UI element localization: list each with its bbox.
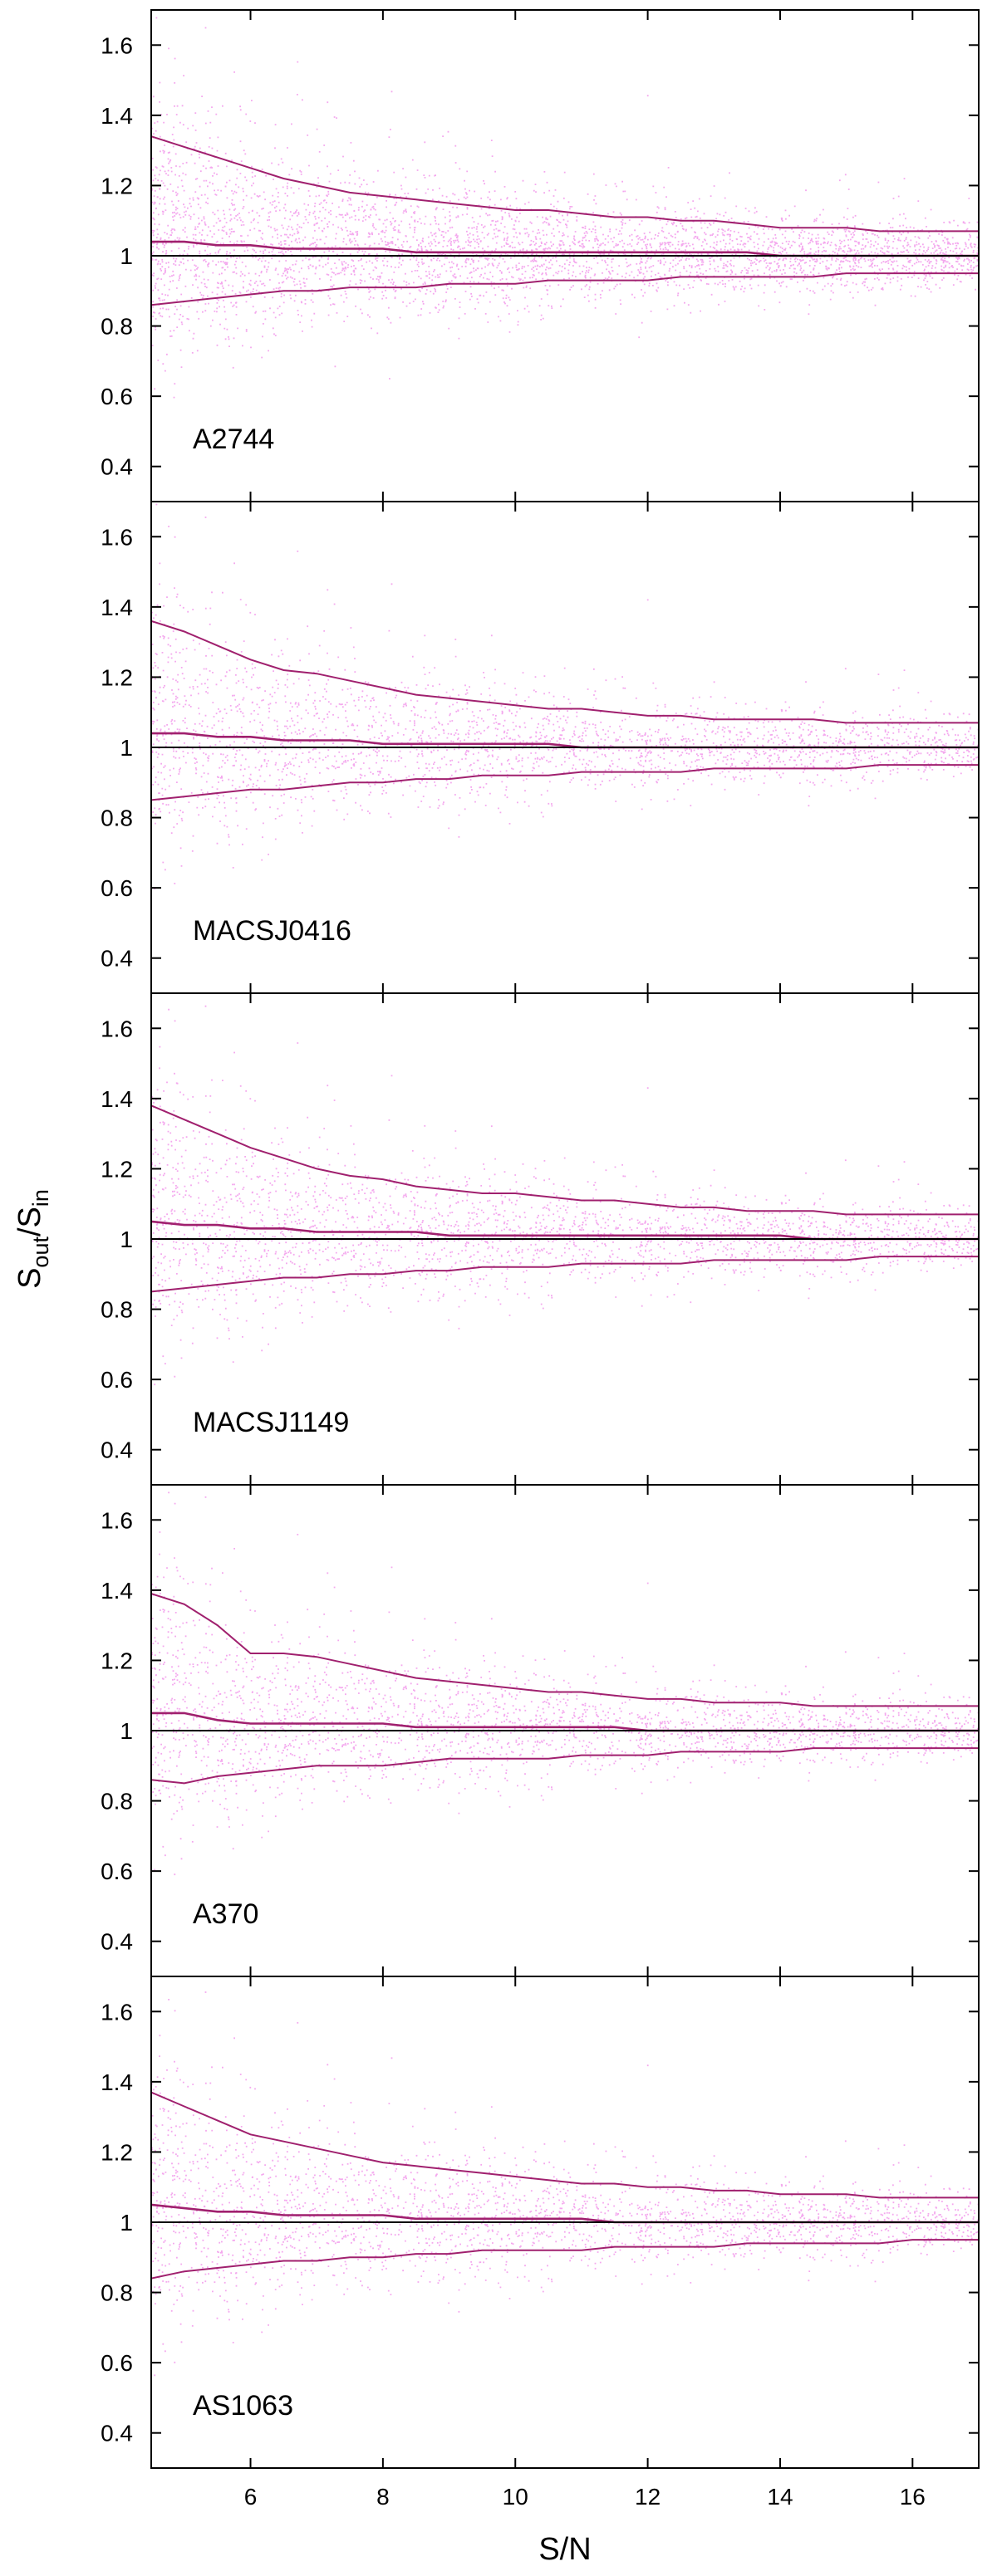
panel-label-a2744: A2744 [193, 424, 274, 455]
y-axis-title-s2: S [12, 1207, 47, 1227]
y-tick-label: 0.4 [101, 1929, 133, 1955]
curve-upper-as1063 [151, 2091, 979, 2199]
scatter-points [151, 17, 979, 2377]
y-tick-label: 0.8 [101, 806, 133, 831]
y-tick-label: 1 [120, 735, 133, 761]
y-axis-title-sub-in: in [28, 1189, 53, 1207]
y-tick-label: 0.4 [101, 1437, 133, 1463]
y-axis-title-slash: / [12, 1227, 47, 1237]
y-tick-label: 0.6 [101, 384, 133, 409]
x-tick-label: 10 [503, 2484, 528, 2510]
x-axis-title: S/N [538, 2532, 591, 2567]
curve-median-as1063 [151, 2203, 979, 2224]
y-tick-label: 1 [120, 243, 133, 269]
curve-median-a2744 [151, 240, 979, 257]
curve-lower-macsj1149 [151, 1256, 979, 1293]
x-tick-label: 12 [635, 2484, 661, 2510]
curve-upper-macsj0416 [151, 620, 979, 724]
curve-median-a370 [151, 1712, 979, 1732]
panel-label-as1063: AS1063 [193, 2390, 293, 2422]
curve-upper-macsj1149 [151, 1104, 979, 1216]
y-tick-label: 1.6 [101, 32, 133, 58]
x-tick-label: 8 [376, 2484, 390, 2510]
y-tick-label: 1.2 [101, 173, 133, 198]
statistic-curves [151, 135, 979, 2280]
curve-lower-a2744 [151, 272, 979, 306]
y-tick-label: 1.2 [101, 2139, 133, 2165]
reference-lines [151, 255, 979, 2223]
y-tick-label: 1.4 [101, 1086, 133, 1112]
y-tick-label: 0.4 [101, 2421, 133, 2446]
y-tick-label: 1.6 [101, 524, 133, 550]
y-tick-label: 1.4 [101, 1578, 133, 1604]
y-tick-label: 1.2 [101, 1648, 133, 1673]
x-tick-label: 16 [900, 2484, 926, 2510]
y-tick-label: 1 [120, 2210, 133, 2236]
y-tick-label: 1.6 [101, 1016, 133, 1041]
y-tick-label: 0.6 [101, 2350, 133, 2376]
y-tick-label: 0.8 [101, 1789, 133, 1814]
y-tick-label: 0.4 [101, 946, 133, 972]
y-tick-label: 0.6 [101, 1859, 133, 1884]
y-axis-title-sub-out: out [28, 1237, 53, 1268]
panel-label-macsj0416: MACSJ0416 [193, 915, 351, 947]
y-tick-label: 0.6 [101, 1367, 133, 1393]
panel-label-a370: A370 [193, 1898, 258, 1930]
scatter-points-a370 [151, 1491, 979, 1876]
curve-upper-a370 [151, 1593, 979, 1707]
y-tick-label: 1.2 [101, 664, 133, 690]
x-tick-label: 14 [767, 2484, 793, 2510]
y-tick-label: 0.6 [101, 875, 133, 901]
scatter-points-a2744 [151, 17, 979, 399]
y-tick-label: 1 [120, 1227, 133, 1252]
scatter-points-macsj0416 [151, 503, 979, 889]
curve-upper-a2744 [151, 135, 979, 233]
y-tick-label: 1.6 [101, 1507, 133, 1533]
tick-and-panel-labels: 0.4 0.6 0.8 1 1.2 1.4 1.6 A2744 0.4 0.6 0.8 1 1.2 1.4… [101, 32, 926, 2510]
y-tick-label: 1.4 [101, 595, 133, 620]
axis-ticks [151, 10, 979, 2468]
y-tick-label: 1.4 [101, 2069, 133, 2095]
y-tick-label: 1.2 [101, 1156, 133, 1182]
y-tick-label: 0.4 [101, 454, 133, 480]
scatter-points-macsj1149 [151, 1005, 979, 1386]
y-axis-title-s: S [12, 1268, 47, 1289]
y-tick-label: 0.8 [101, 1297, 133, 1323]
y-tick-label: 0.8 [101, 314, 133, 340]
y-axis-title: Sout/Sin [12, 1189, 53, 1289]
curve-lower-a370 [151, 1747, 979, 1785]
scatter-points-as1063 [151, 1991, 979, 2377]
y-tick-label: 0.8 [101, 2280, 133, 2306]
y-tick-label: 1.4 [101, 103, 133, 129]
x-tick-label: 6 [244, 2484, 258, 2510]
curve-median-macsj0416 [151, 732, 979, 749]
y-tick-label: 1 [120, 1718, 133, 1744]
curve-lower-as1063 [151, 2239, 979, 2280]
y-tick-label: 1.6 [101, 1999, 133, 2025]
panel-label-macsj1149: MACSJ1149 [193, 1407, 349, 1438]
curve-lower-macsj0416 [151, 764, 979, 801]
